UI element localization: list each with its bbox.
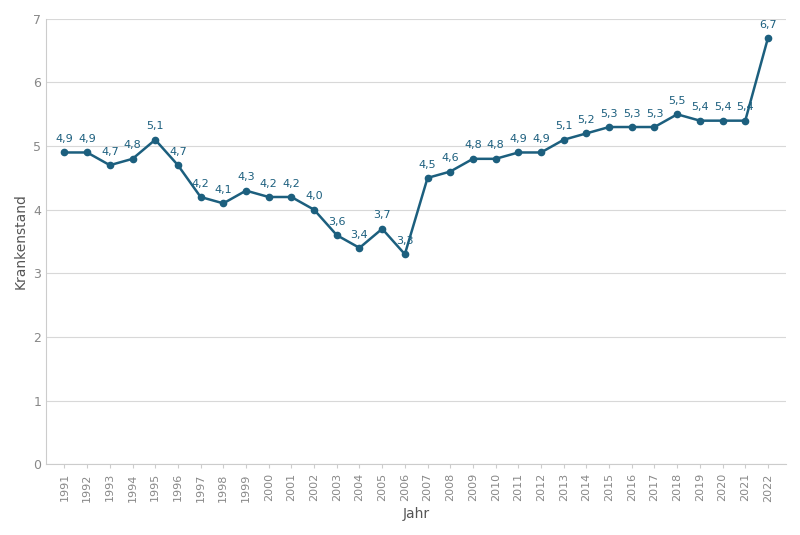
Text: 5,5: 5,5 bbox=[669, 96, 686, 106]
Text: 5,4: 5,4 bbox=[737, 102, 754, 112]
Text: 5,1: 5,1 bbox=[146, 121, 164, 132]
Text: 5,4: 5,4 bbox=[714, 102, 731, 112]
Text: 4,9: 4,9 bbox=[532, 134, 550, 144]
Text: 5,3: 5,3 bbox=[646, 109, 663, 119]
Text: 4,2: 4,2 bbox=[260, 179, 278, 189]
Text: 4,6: 4,6 bbox=[442, 153, 459, 163]
Text: 4,8: 4,8 bbox=[464, 141, 482, 150]
Text: 4,1: 4,1 bbox=[214, 185, 232, 195]
Text: 4,9: 4,9 bbox=[510, 134, 527, 144]
Text: 3,4: 3,4 bbox=[350, 230, 368, 240]
Text: 4,8: 4,8 bbox=[124, 141, 142, 150]
Text: 4,8: 4,8 bbox=[486, 141, 505, 150]
Text: 4,9: 4,9 bbox=[78, 134, 96, 144]
Text: 6,7: 6,7 bbox=[759, 20, 777, 29]
Text: 5,2: 5,2 bbox=[578, 115, 595, 125]
Text: 5,1: 5,1 bbox=[555, 121, 573, 132]
Text: 3,7: 3,7 bbox=[374, 210, 391, 220]
Text: 4,5: 4,5 bbox=[418, 159, 436, 170]
Text: 4,9: 4,9 bbox=[55, 134, 74, 144]
Text: 4,0: 4,0 bbox=[306, 192, 323, 201]
X-axis label: Jahr: Jahr bbox=[402, 507, 430, 521]
Text: 5,4: 5,4 bbox=[691, 102, 709, 112]
Text: 3,3: 3,3 bbox=[396, 236, 414, 246]
Text: 4,2: 4,2 bbox=[282, 179, 300, 189]
Text: 5,3: 5,3 bbox=[600, 109, 618, 119]
Text: 3,6: 3,6 bbox=[328, 217, 346, 227]
Text: 4,7: 4,7 bbox=[169, 147, 187, 157]
Text: 4,2: 4,2 bbox=[192, 179, 210, 189]
Text: 4,3: 4,3 bbox=[237, 172, 255, 182]
Text: 4,7: 4,7 bbox=[101, 147, 118, 157]
Y-axis label: Krankenstand: Krankenstand bbox=[14, 194, 28, 289]
Text: 5,3: 5,3 bbox=[623, 109, 641, 119]
